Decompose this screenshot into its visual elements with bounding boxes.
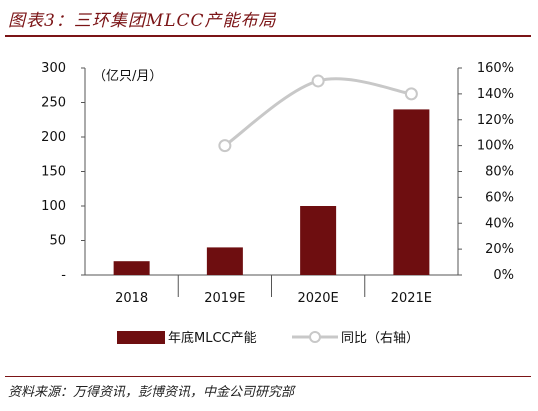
right-tick-label: 40% [485,216,514,231]
left-tick-label: 200 [41,130,66,145]
legend-line-label: 同比（右轴） [341,331,419,346]
right-tick-label: 160% [477,61,514,76]
right-tick-label: 20% [485,242,514,257]
unit-label: （亿只/月） [93,69,162,84]
right-tick-label: 80% [485,165,514,180]
yoy-point [311,74,325,88]
right-tick-label: 0% [493,268,514,283]
legend-bar-label: 年底MLCC产能 [168,330,257,346]
x-tick-label: 2018 [115,291,148,306]
right-tick-label: 120% [477,113,514,128]
title-rule [5,35,531,37]
legend-line-marker [309,331,321,343]
figure-title: 图表3：三环集团MLCC产能布局 [8,11,277,31]
source-note: 资料来源：万得资讯，彭博资讯，中金公司研究部 [8,385,295,400]
yoy-point [218,139,232,153]
x-tick-label: 2021E [391,291,432,306]
left-tick-label: 50 [49,234,66,249]
left-tick-label: 100 [41,199,66,214]
right-tick-label: 100% [477,139,514,154]
legend-bar-swatch [117,331,165,344]
capacity-bar [206,247,243,275]
capacity-bar [113,261,150,275]
yoy-line [224,77,412,147]
left-tick-label: 300 [41,61,66,76]
capacity-bar [300,206,337,275]
x-tick-label: 2019E [204,291,245,306]
right-tick-label: 140% [477,87,514,102]
left-tick-label: 150 [41,165,66,180]
right-tick-label: 60% [485,190,514,205]
yoy-point [404,87,418,101]
x-tick-label: 2020E [297,291,338,306]
left-tick-label: 250 [41,96,66,111]
source-rule [5,376,531,377]
left-tick-label: - [61,268,66,283]
capacity-bar [393,109,430,276]
